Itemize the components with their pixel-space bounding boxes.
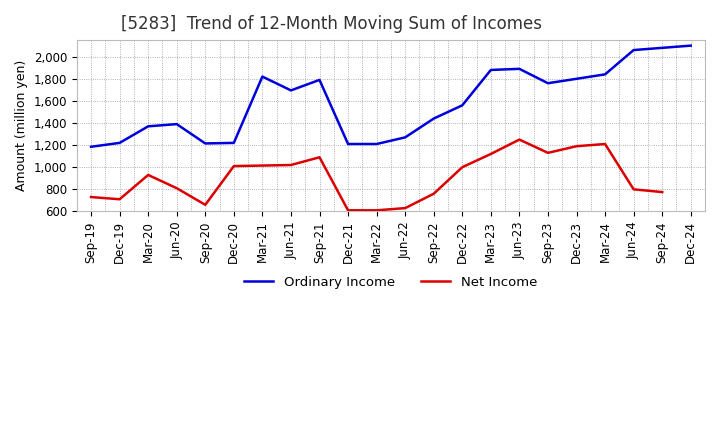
- Ordinary Income: [86, 144, 95, 150]
- Net Income: [629, 187, 638, 192]
- Net Income: [600, 141, 609, 147]
- Net Income: [115, 197, 124, 202]
- Ordinary Income: [458, 103, 467, 108]
- Ordinary Income: [515, 66, 523, 71]
- Ordinary Income: [230, 140, 238, 146]
- Ordinary Income: [144, 124, 153, 129]
- Net Income: [287, 162, 295, 168]
- Ordinary Income: [429, 116, 438, 121]
- Line: Net Income: Net Income: [91, 139, 662, 210]
- Net Income: [401, 205, 410, 211]
- Ordinary Income: [572, 76, 581, 81]
- Y-axis label: Amount (million yen): Amount (million yen): [15, 60, 28, 191]
- Net Income: [515, 137, 523, 142]
- Net Income: [372, 208, 381, 213]
- Net Income: [315, 154, 324, 160]
- Net Income: [658, 190, 667, 195]
- Text: [5283]  Trend of 12-Month Moving Sum of Incomes: [5283] Trend of 12-Month Moving Sum of I…: [121, 15, 541, 33]
- Net Income: [343, 208, 352, 213]
- Net Income: [86, 194, 95, 200]
- Ordinary Income: [658, 45, 667, 51]
- Ordinary Income: [315, 77, 324, 83]
- Ordinary Income: [487, 67, 495, 73]
- Ordinary Income: [600, 72, 609, 77]
- Line: Ordinary Income: Ordinary Income: [91, 46, 690, 147]
- Ordinary Income: [172, 121, 181, 127]
- Ordinary Income: [258, 74, 266, 79]
- Ordinary Income: [401, 135, 410, 140]
- Ordinary Income: [115, 140, 124, 146]
- Net Income: [201, 202, 210, 207]
- Net Income: [230, 164, 238, 169]
- Net Income: [544, 150, 552, 155]
- Net Income: [144, 172, 153, 178]
- Net Income: [458, 165, 467, 170]
- Legend: Ordinary Income, Net Income: Ordinary Income, Net Income: [239, 270, 543, 294]
- Ordinary Income: [544, 81, 552, 86]
- Net Income: [172, 186, 181, 191]
- Ordinary Income: [343, 141, 352, 147]
- Ordinary Income: [201, 141, 210, 146]
- Ordinary Income: [287, 88, 295, 93]
- Ordinary Income: [629, 48, 638, 53]
- Net Income: [258, 163, 266, 168]
- Ordinary Income: [372, 141, 381, 147]
- Net Income: [572, 143, 581, 149]
- Ordinary Income: [686, 43, 695, 48]
- Net Income: [429, 191, 438, 196]
- Net Income: [487, 151, 495, 157]
